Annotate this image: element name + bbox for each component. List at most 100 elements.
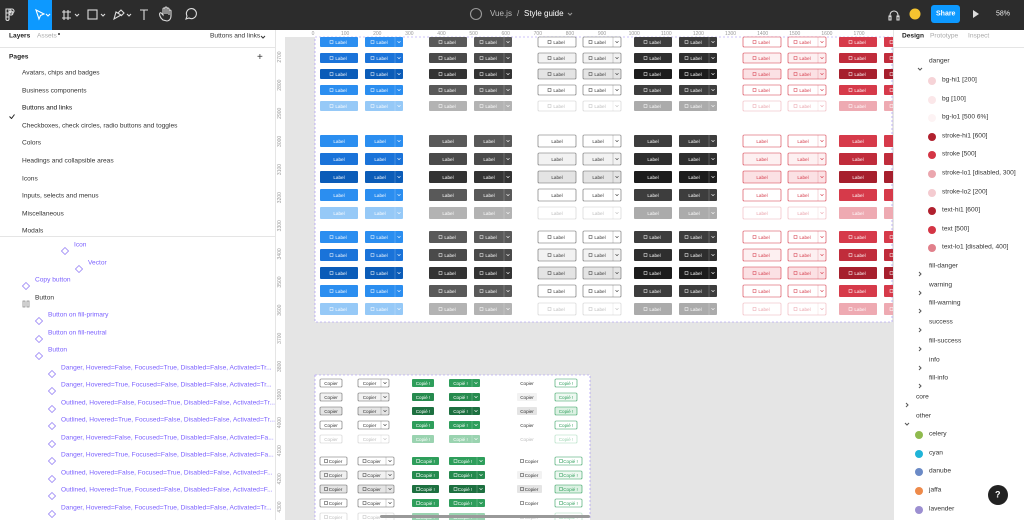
button-label[interactable]: Label (594, 72, 605, 77)
style-group[interactable]: fill-warning (929, 300, 961, 308)
button[interactable] (412, 407, 434, 415)
page-item[interactable]: Icons (22, 175, 38, 183)
layer-item[interactable]: Danger, Hovered=False, Focused=True, Dis… (61, 434, 274, 442)
button-label[interactable]: Label (690, 72, 701, 77)
button-label[interactable]: Label (483, 211, 494, 216)
split-button[interactable] (884, 189, 893, 201)
button-label[interactable]: Label (553, 56, 564, 61)
button-label[interactable]: Label (376, 88, 387, 93)
button-label[interactable]: Copié ! (559, 437, 574, 442)
split-button[interactable] (449, 393, 480, 401)
split-button[interactable] (582, 84, 622, 96)
color-style[interactable]: bg-lo1 [500 6%] (942, 113, 989, 121)
split-button[interactable] (357, 392, 390, 402)
button-label[interactable]: Label (797, 175, 808, 180)
button-label[interactable]: Label (649, 40, 660, 45)
button-label[interactable]: Label (483, 157, 494, 162)
split-button[interactable] (582, 188, 622, 202)
button-label[interactable]: Label (376, 104, 387, 109)
button-label[interactable]: Label (758, 253, 769, 258)
split-button[interactable] (365, 189, 403, 201)
button-label[interactable]: Label (690, 40, 701, 45)
button[interactable] (412, 485, 439, 493)
split-button[interactable] (884, 37, 893, 47)
button[interactable] (412, 421, 434, 429)
button-label[interactable]: Label (799, 56, 810, 61)
button-label[interactable]: Label (852, 157, 863, 162)
button-label[interactable]: Label (688, 175, 699, 180)
button-label[interactable]: Label (553, 40, 564, 45)
button[interactable] (517, 407, 537, 415)
button[interactable] (517, 499, 542, 507)
button[interactable] (742, 170, 782, 184)
split-button[interactable] (787, 68, 827, 80)
button-label[interactable]: Label (551, 175, 562, 180)
button-label[interactable]: Label (854, 271, 865, 276)
button[interactable] (319, 434, 343, 444)
button-label[interactable]: Label (444, 253, 455, 258)
button-label[interactable]: Label (649, 253, 660, 258)
button[interactable] (839, 303, 877, 315)
button[interactable] (554, 470, 583, 480)
split-button[interactable] (679, 135, 717, 147)
button-label[interactable]: Label (444, 40, 455, 45)
button-label[interactable]: Label (647, 139, 658, 144)
inspect-tab[interactable]: Inspect (968, 32, 990, 40)
button[interactable] (839, 69, 877, 79)
button[interactable] (537, 206, 577, 220)
button-label[interactable]: Label (592, 193, 603, 198)
button-label[interactable]: Label (485, 104, 496, 109)
button[interactable] (839, 153, 877, 165)
button-label[interactable]: Label (758, 289, 769, 294)
button-label[interactable]: Label (335, 72, 346, 77)
button-label[interactable]: Label (333, 211, 344, 216)
button[interactable] (554, 456, 583, 466)
split-button[interactable] (357, 484, 395, 494)
button-label[interactable]: Label (553, 271, 564, 276)
button[interactable] (320, 303, 358, 315)
button[interactable] (412, 435, 434, 443)
button-label[interactable]: Label (442, 139, 453, 144)
split-button[interactable] (582, 248, 622, 262)
button[interactable] (319, 470, 348, 480)
button-label[interactable]: Label (690, 307, 701, 312)
button[interactable] (634, 231, 672, 243)
button[interactable] (554, 498, 583, 508)
page-item[interactable]: Colors (22, 140, 42, 148)
button-label[interactable]: Label (553, 235, 564, 240)
frame-tool[interactable] (62, 10, 71, 20)
button-label[interactable]: Label (374, 175, 385, 180)
button-label[interactable]: Label (374, 139, 385, 144)
button[interactable] (320, 231, 358, 243)
button-label[interactable]: Copié ! (559, 409, 574, 414)
button[interactable] (839, 207, 877, 219)
button-label[interactable]: Label (485, 56, 496, 61)
button[interactable] (320, 135, 358, 147)
button-label[interactable]: Copier (329, 459, 343, 464)
button-label[interactable]: Label (444, 289, 455, 294)
button[interactable] (319, 420, 343, 430)
button-label[interactable]: Label (854, 253, 865, 258)
split-button[interactable] (787, 134, 827, 148)
button[interactable] (429, 153, 467, 165)
split-button[interactable] (884, 303, 893, 315)
split-button[interactable] (357, 498, 395, 508)
button-label[interactable]: Label (690, 271, 701, 276)
button-label[interactable]: Label (594, 56, 605, 61)
split-button[interactable] (365, 285, 403, 297)
button-label[interactable]: Label (688, 157, 699, 162)
split-button[interactable] (582, 302, 622, 316)
add-page[interactable]: + (257, 52, 263, 63)
button-label[interactable]: Copié ! (416, 423, 431, 428)
button-label[interactable]: Copier (324, 437, 338, 442)
layer-item[interactable]: Button (35, 294, 55, 302)
split-button[interactable] (365, 53, 403, 63)
button-label[interactable]: Label (799, 88, 810, 93)
button-label[interactable]: Label (335, 56, 346, 61)
button-label[interactable]: Label (594, 104, 605, 109)
split-button[interactable] (474, 101, 512, 111)
button[interactable] (554, 406, 578, 416)
button-label[interactable]: Label (376, 271, 387, 276)
button-label[interactable]: Label (647, 175, 658, 180)
button-label[interactable]: Copié ! (416, 437, 431, 442)
